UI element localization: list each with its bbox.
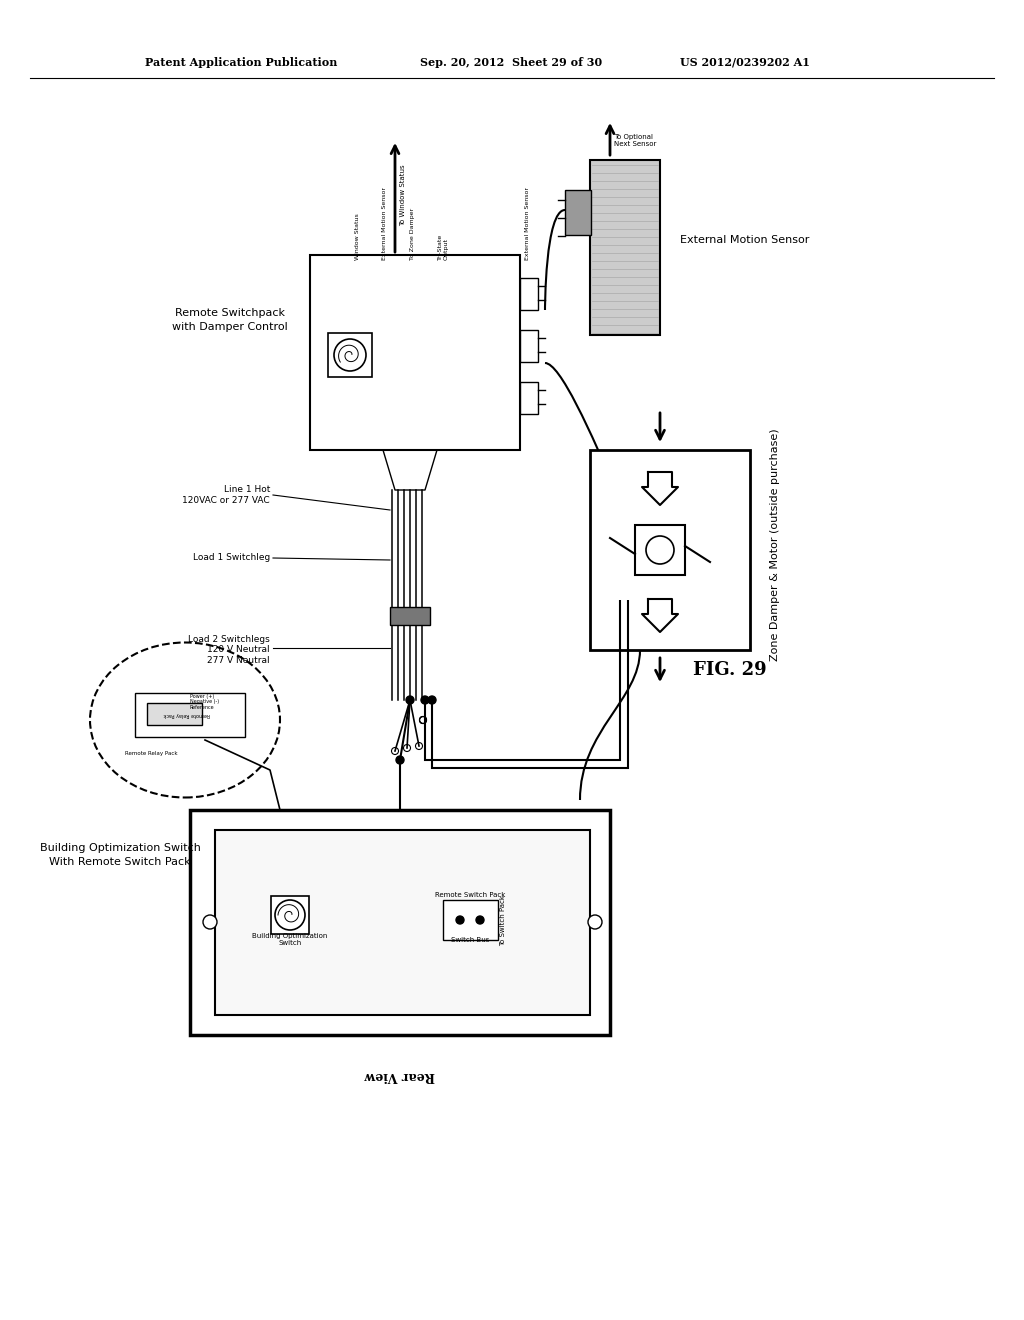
Circle shape: [646, 536, 674, 564]
Text: FIG. 29: FIG. 29: [693, 661, 767, 678]
Bar: [520, 279, 538, 310]
Circle shape: [396, 756, 404, 764]
Text: Remote Relay Pack: Remote Relay Pack: [125, 751, 177, 755]
Bar: [135, 693, 245, 737]
Text: External Motion Sensor: External Motion Sensor: [382, 187, 387, 260]
Circle shape: [275, 900, 305, 931]
Text: Rear View: Rear View: [365, 1068, 435, 1081]
Text: External Motion Sensor: External Motion Sensor: [525, 187, 530, 260]
Text: Load 2 Switchlegs
120 V Neutral
277 V Neutral: Load 2 Switchlegs 120 V Neutral 277 V Ne…: [188, 635, 270, 665]
Text: To Zone Damper: To Zone Damper: [410, 207, 415, 260]
Text: External Motion Sensor: External Motion Sensor: [680, 235, 809, 246]
Bar: [190, 810, 610, 1035]
Bar: [310, 255, 520, 450]
Circle shape: [456, 916, 464, 924]
Bar: [590, 450, 750, 649]
Text: Patent Application Publication: Patent Application Publication: [145, 57, 337, 67]
Text: Load 1 Switchleg: Load 1 Switchleg: [193, 553, 270, 562]
Text: Sep. 20, 2012  Sheet 29 of 30: Sep. 20, 2012 Sheet 29 of 30: [420, 57, 602, 67]
Text: Remote Switchpack
with Damper Control: Remote Switchpack with Damper Control: [172, 309, 288, 331]
Text: Remote Switch Pack: Remote Switch Pack: [435, 892, 505, 898]
Circle shape: [428, 696, 436, 704]
Bar: [215, 830, 590, 1015]
Text: To Optional
Next Sensor: To Optional Next Sensor: [614, 133, 656, 147]
Text: Line 1 Hot
120VAC or 277 VAC: Line 1 Hot 120VAC or 277 VAC: [182, 486, 270, 504]
Bar: [520, 330, 538, 362]
Bar: [565, 190, 591, 235]
Bar: [443, 900, 498, 940]
Bar: [390, 607, 430, 624]
Circle shape: [334, 339, 366, 371]
Circle shape: [588, 915, 602, 929]
Ellipse shape: [90, 643, 280, 797]
Text: Window Status: Window Status: [355, 214, 360, 260]
Text: Remote Relay Pack: Remote Relay Pack: [163, 711, 210, 717]
Text: Power (+)
Negative (-)
Reference: Power (+) Negative (-) Reference: [190, 694, 219, 710]
Circle shape: [406, 696, 414, 704]
Bar: [520, 381, 538, 414]
Bar: [328, 333, 372, 378]
Circle shape: [203, 915, 217, 929]
Circle shape: [421, 696, 429, 704]
Text: To Switch Pack: To Switch Pack: [500, 895, 506, 945]
Text: Tri-State
Output: Tri-State Output: [438, 234, 449, 260]
Bar: [590, 160, 660, 335]
Bar: [147, 704, 202, 725]
Text: Zone Damper & Motor (outside purchase): Zone Damper & Motor (outside purchase): [770, 429, 780, 661]
Text: Building Optimization Switch
With Remote Switch Pack: Building Optimization Switch With Remote…: [40, 843, 201, 867]
Text: US 2012/0239202 A1: US 2012/0239202 A1: [680, 57, 810, 67]
Text: Switch Bus: Switch Bus: [451, 937, 489, 942]
Bar: [635, 525, 685, 576]
Circle shape: [476, 916, 484, 924]
Text: Building Optimization
Switch: Building Optimization Switch: [252, 933, 328, 946]
Bar: [271, 896, 309, 935]
Text: To Window Status: To Window Status: [400, 164, 406, 226]
